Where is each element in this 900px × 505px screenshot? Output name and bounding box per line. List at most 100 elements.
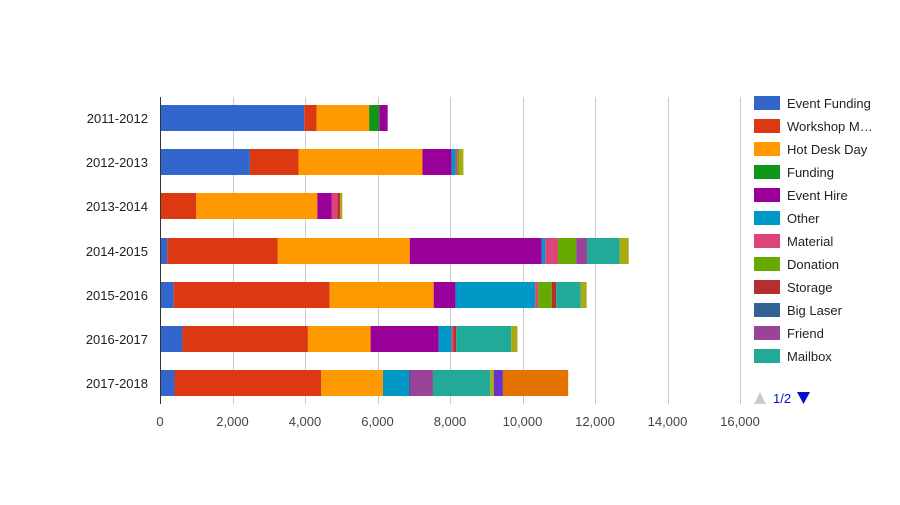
legend-swatch bbox=[754, 188, 780, 202]
bar-segment[interactable] bbox=[455, 282, 536, 308]
bar-segment[interactable] bbox=[160, 282, 174, 308]
legend-item[interactable]: Donation bbox=[754, 257, 839, 272]
bar-segment[interactable] bbox=[558, 238, 577, 264]
bar-segment[interactable] bbox=[382, 370, 409, 396]
y-category-label: 2011-2012 bbox=[87, 111, 148, 126]
bar-segment[interactable] bbox=[576, 238, 588, 264]
bar-segment[interactable] bbox=[433, 282, 456, 308]
bar-segment[interactable] bbox=[502, 370, 569, 396]
bar-segment[interactable] bbox=[321, 370, 383, 396]
bar-segment[interactable] bbox=[379, 105, 388, 131]
bar-segment[interactable] bbox=[453, 326, 457, 352]
legend-swatch bbox=[754, 257, 780, 271]
bar-segment[interactable] bbox=[304, 105, 317, 131]
y-category-label: 2015-2016 bbox=[86, 288, 148, 303]
legend-swatch bbox=[754, 303, 780, 317]
bar-segment[interactable] bbox=[369, 105, 380, 131]
y-category-label: 2017-2018 bbox=[86, 376, 148, 391]
legend-item[interactable]: Hot Desk Day bbox=[754, 142, 868, 157]
bar-segment[interactable] bbox=[455, 149, 458, 175]
bar-segment[interactable] bbox=[545, 238, 559, 264]
bar-segment[interactable] bbox=[329, 282, 434, 308]
legend-item[interactable]: Material bbox=[754, 234, 833, 249]
bar-segment[interactable] bbox=[410, 370, 433, 396]
legend-item[interactable]: Workshop M… bbox=[754, 119, 873, 134]
bar-segment[interactable] bbox=[182, 326, 308, 352]
bar-segment[interactable] bbox=[409, 238, 542, 264]
bar-segment[interactable] bbox=[422, 149, 452, 175]
bar-segment[interactable] bbox=[408, 370, 411, 396]
legend-label: Hot Desk Day bbox=[787, 142, 868, 157]
bar-segment[interactable] bbox=[551, 282, 557, 308]
bar-segment[interactable] bbox=[160, 326, 183, 352]
x-tick-label: 0 bbox=[156, 414, 163, 429]
bar-segment[interactable] bbox=[541, 238, 546, 264]
bar-segment[interactable] bbox=[196, 193, 318, 219]
bar-segment[interactable] bbox=[160, 149, 250, 175]
legend-item[interactable]: Funding bbox=[754, 165, 834, 180]
bar-segment[interactable] bbox=[580, 282, 587, 308]
x-tick-label: 12,000 bbox=[575, 414, 615, 429]
bar-segment[interactable] bbox=[535, 282, 539, 308]
bar-segment[interactable] bbox=[587, 238, 620, 264]
bar-segment[interactable] bbox=[511, 326, 518, 352]
legend-swatch bbox=[754, 326, 780, 340]
bar-segment[interactable] bbox=[538, 282, 552, 308]
bar-segment[interactable] bbox=[438, 326, 452, 352]
bar-segment[interactable] bbox=[160, 193, 197, 219]
y-category-label: 2012-2013 bbox=[86, 155, 148, 170]
bar-segment[interactable] bbox=[298, 149, 423, 175]
bar-segment[interactable] bbox=[456, 326, 512, 352]
bar-segment[interactable] bbox=[340, 193, 343, 219]
page-up-icon[interactable] bbox=[754, 392, 766, 404]
legend-swatch bbox=[754, 234, 780, 248]
bar-segment[interactable] bbox=[174, 370, 322, 396]
legend-item[interactable]: Friend bbox=[754, 326, 824, 341]
page-down-icon[interactable] bbox=[797, 392, 810, 404]
legend-item[interactable]: Big Laser bbox=[754, 303, 843, 318]
legend: Event Funding Workshop M… Hot Desk Day Fund… bbox=[754, 96, 873, 406]
bar-segment[interactable] bbox=[451, 326, 454, 352]
bar-segment[interactable] bbox=[457, 149, 460, 175]
legend-swatch bbox=[754, 211, 780, 225]
bar-segment[interactable] bbox=[337, 193, 341, 219]
legend-item[interactable]: Storage bbox=[754, 280, 833, 295]
bar-segment[interactable] bbox=[370, 326, 439, 352]
bar-segment[interactable] bbox=[249, 149, 299, 175]
bar-segment[interactable] bbox=[160, 370, 175, 396]
legend-label: Friend bbox=[787, 326, 824, 341]
bar-segment[interactable] bbox=[160, 238, 168, 264]
bar-segment[interactable] bbox=[307, 326, 371, 352]
bar-segment[interactable] bbox=[432, 370, 491, 396]
legend-item[interactable]: Event Funding bbox=[754, 96, 871, 111]
legend-swatch bbox=[754, 349, 780, 363]
bar-segment[interactable] bbox=[316, 105, 370, 131]
bar-segment[interactable] bbox=[451, 149, 456, 175]
bar-segment[interactable] bbox=[619, 238, 629, 264]
legend-pager: 1/2 bbox=[754, 391, 810, 406]
bar-segment[interactable] bbox=[317, 193, 332, 219]
y-category-label: 2016-2017 bbox=[86, 332, 148, 347]
bar-segment[interactable] bbox=[277, 238, 410, 264]
bar-segment[interactable] bbox=[490, 370, 494, 396]
legend-label: Mailbox bbox=[787, 349, 832, 364]
bar-segment[interactable] bbox=[493, 370, 503, 396]
legend-label: Funding bbox=[787, 165, 834, 180]
axes: 0 2,000 4,000 6,000 8,000 10,000 12,000 14,000 1… bbox=[86, 97, 760, 429]
bar-segment[interactable] bbox=[167, 238, 278, 264]
legend-item[interactable]: Mailbox bbox=[754, 349, 832, 364]
bar-segment[interactable] bbox=[556, 282, 581, 308]
bar-segment[interactable] bbox=[160, 105, 305, 131]
bar-segment[interactable] bbox=[331, 193, 338, 219]
bar-segment[interactable] bbox=[173, 282, 330, 308]
legend-swatch bbox=[754, 165, 780, 179]
y-category-label: 2014-2015 bbox=[86, 244, 148, 259]
legend-item[interactable]: Event Hire bbox=[754, 188, 848, 203]
legend-item[interactable]: Other bbox=[754, 211, 820, 226]
legend-label: Workshop M… bbox=[787, 119, 873, 134]
bar-segment[interactable] bbox=[459, 149, 464, 175]
x-tick-label: 6,000 bbox=[361, 414, 394, 429]
x-tick-label: 10,000 bbox=[503, 414, 543, 429]
